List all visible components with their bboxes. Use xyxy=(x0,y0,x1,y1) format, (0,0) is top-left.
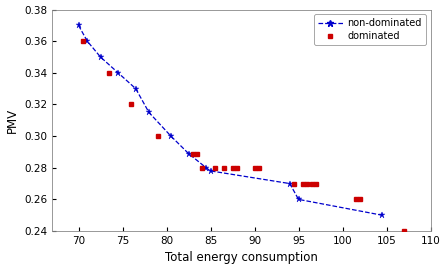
Legend: non-dominated, dominated: non-dominated, dominated xyxy=(314,14,426,45)
Y-axis label: PMV: PMV xyxy=(5,108,19,133)
X-axis label: Total energy consumption: Total energy consumption xyxy=(165,251,318,264)
